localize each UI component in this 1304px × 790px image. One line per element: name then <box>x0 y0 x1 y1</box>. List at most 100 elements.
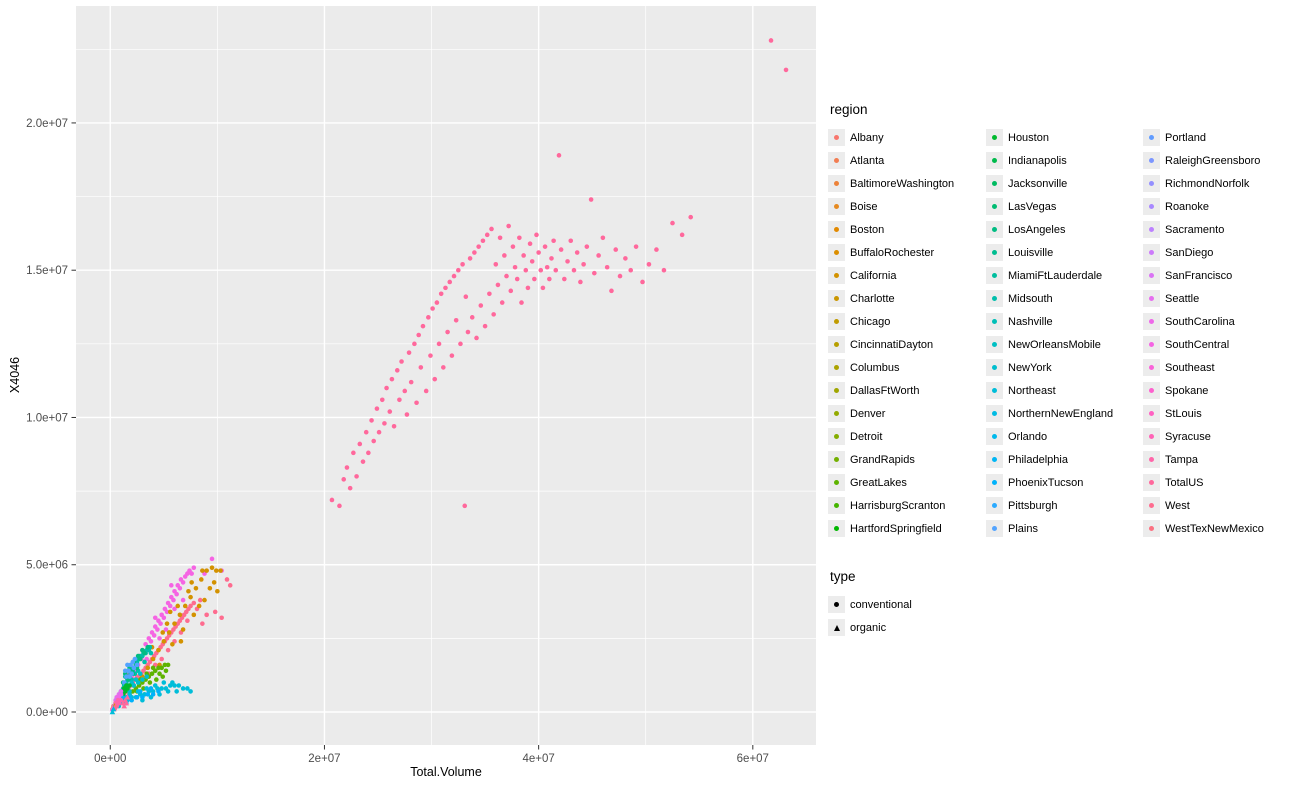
legend-color-dot <box>992 457 997 462</box>
legend-color-dot <box>1149 273 1154 278</box>
legend-label: SouthCarolina <box>1165 315 1235 328</box>
legend-color-dot <box>1149 204 1154 209</box>
legend-key <box>1143 152 1160 169</box>
legend-key <box>986 428 1003 445</box>
legend-key <box>986 290 1003 307</box>
legend-label: SanFrancisco <box>1165 269 1233 282</box>
legend-item-LosAngeles: LosAngeles <box>986 218 1143 241</box>
svg-text:0e+00: 0e+00 <box>94 753 126 765</box>
legend-label: LasVegas <box>1008 200 1057 213</box>
type-legend-title: type <box>830 569 856 584</box>
legend-key <box>828 129 845 146</box>
legend-key <box>986 405 1003 422</box>
legend-item-West: West <box>1143 494 1302 517</box>
svg-text:1.0e+07: 1.0e+07 <box>26 412 68 424</box>
legend-key <box>828 520 845 537</box>
legend-item-StLouis: StLouis <box>1143 402 1302 425</box>
legend-item-TotalUS: TotalUS <box>1143 471 1302 494</box>
legend-item-WestTexNewMexico: WestTexNewMexico <box>1143 517 1302 540</box>
legend-label: Tampa <box>1165 453 1199 466</box>
triangle-shape-icon <box>833 624 840 631</box>
legend-item-CincinnatiDayton: CincinnatiDayton <box>828 333 986 356</box>
legend-label: California <box>850 269 897 282</box>
legend-key <box>986 382 1003 399</box>
legend-item-PhoenixTucson: PhoenixTucson <box>986 471 1143 494</box>
legend-label: Detroit <box>850 430 883 443</box>
legend-key <box>1143 198 1160 215</box>
legend-item-RaleighGreensboro: RaleighGreensboro <box>1143 149 1302 172</box>
legend-label: NewYork <box>1008 361 1052 374</box>
legend-label: Denver <box>850 407 886 420</box>
legend-color-dot <box>834 319 839 324</box>
legend-label: Seattle <box>1165 292 1200 305</box>
svg-text:0.0e+00: 0.0e+00 <box>26 707 68 719</box>
legend-key <box>986 313 1003 330</box>
legend-label: BuffaloRochester <box>850 246 935 259</box>
legend-item-HartfordSpringfield: HartfordSpringfield <box>828 517 986 540</box>
legend-item-Sacramento: Sacramento <box>1143 218 1302 241</box>
legend-item-Charlotte: Charlotte <box>828 287 986 310</box>
legend-key <box>986 359 1003 376</box>
legend-item-Boston: Boston <box>828 218 986 241</box>
legend-item-MiamiFtLauderdale: MiamiFtLauderdale <box>986 264 1143 287</box>
legend-key <box>828 359 845 376</box>
legend-key <box>828 382 845 399</box>
legend-key <box>828 497 845 514</box>
legend-key <box>828 198 845 215</box>
legend-key <box>1143 359 1160 376</box>
legend-color-dot <box>992 411 997 416</box>
legend-key <box>986 175 1003 192</box>
legend-color-dot <box>834 480 839 485</box>
legend-key <box>1143 267 1160 284</box>
legend-color-dot <box>992 388 997 393</box>
legend-item-Tampa: Tampa <box>1143 448 1302 471</box>
legend-label: CincinnatiDayton <box>850 338 934 351</box>
legend-key <box>1143 474 1160 491</box>
legend-key <box>986 221 1003 238</box>
legend-item-Nashville: Nashville <box>986 310 1143 333</box>
legend-color-dot <box>1149 457 1154 462</box>
legend-color-dot <box>834 342 839 347</box>
legend-key <box>828 290 845 307</box>
legend-color-dot <box>834 434 839 439</box>
legend-item-conventional: conventional <box>828 593 1302 616</box>
legend-color-dot <box>992 503 997 508</box>
legend-label: Louisville <box>1008 246 1054 259</box>
legend-key <box>986 336 1003 353</box>
legend-color-dot <box>992 526 997 531</box>
legend-key <box>828 152 845 169</box>
svg-text:4e+07: 4e+07 <box>522 753 554 765</box>
legend-color-dot <box>992 342 997 347</box>
legend-item-Albany: Albany <box>828 126 986 149</box>
legend-label: Columbus <box>850 361 900 374</box>
legend-key <box>828 244 845 261</box>
legend-label: Philadelphia <box>1008 453 1068 466</box>
legend-color-dot <box>1149 434 1154 439</box>
legend-label: Atlanta <box>850 154 885 167</box>
legend-item-HarrisburgScranton: HarrisburgScranton <box>828 494 986 517</box>
legend-key <box>828 474 845 491</box>
legend-item-Roanoke: Roanoke <box>1143 195 1302 218</box>
svg-text:2e+07: 2e+07 <box>308 753 340 765</box>
legend-color-dot <box>1149 480 1154 485</box>
legend-key <box>986 198 1003 215</box>
legend-label: Orlando <box>1008 430 1048 443</box>
legend-label: West <box>1165 499 1190 512</box>
legend-label: Sacramento <box>1165 223 1225 236</box>
legend-key <box>1143 129 1160 146</box>
legend-key <box>1143 313 1160 330</box>
legend-item-BuffaloRochester: BuffaloRochester <box>828 241 986 264</box>
legend-key <box>1143 451 1160 468</box>
legend-color-dot <box>834 273 839 278</box>
legend-color-dot <box>1149 250 1154 255</box>
legend-label: GreatLakes <box>850 476 907 489</box>
legend-color-dot <box>992 434 997 439</box>
legend-label: RichmondNorfolk <box>1165 177 1250 190</box>
legend-item-GrandRapids: GrandRapids <box>828 448 986 471</box>
legend-item-LasVegas: LasVegas <box>986 195 1143 218</box>
legend-key <box>986 474 1003 491</box>
legend-label: WestTexNewMexico <box>1165 522 1264 535</box>
x-axis-title: Total.Volume <box>410 765 482 779</box>
legend-key <box>1143 520 1160 537</box>
legend-item-Southeast: Southeast <box>1143 356 1302 379</box>
